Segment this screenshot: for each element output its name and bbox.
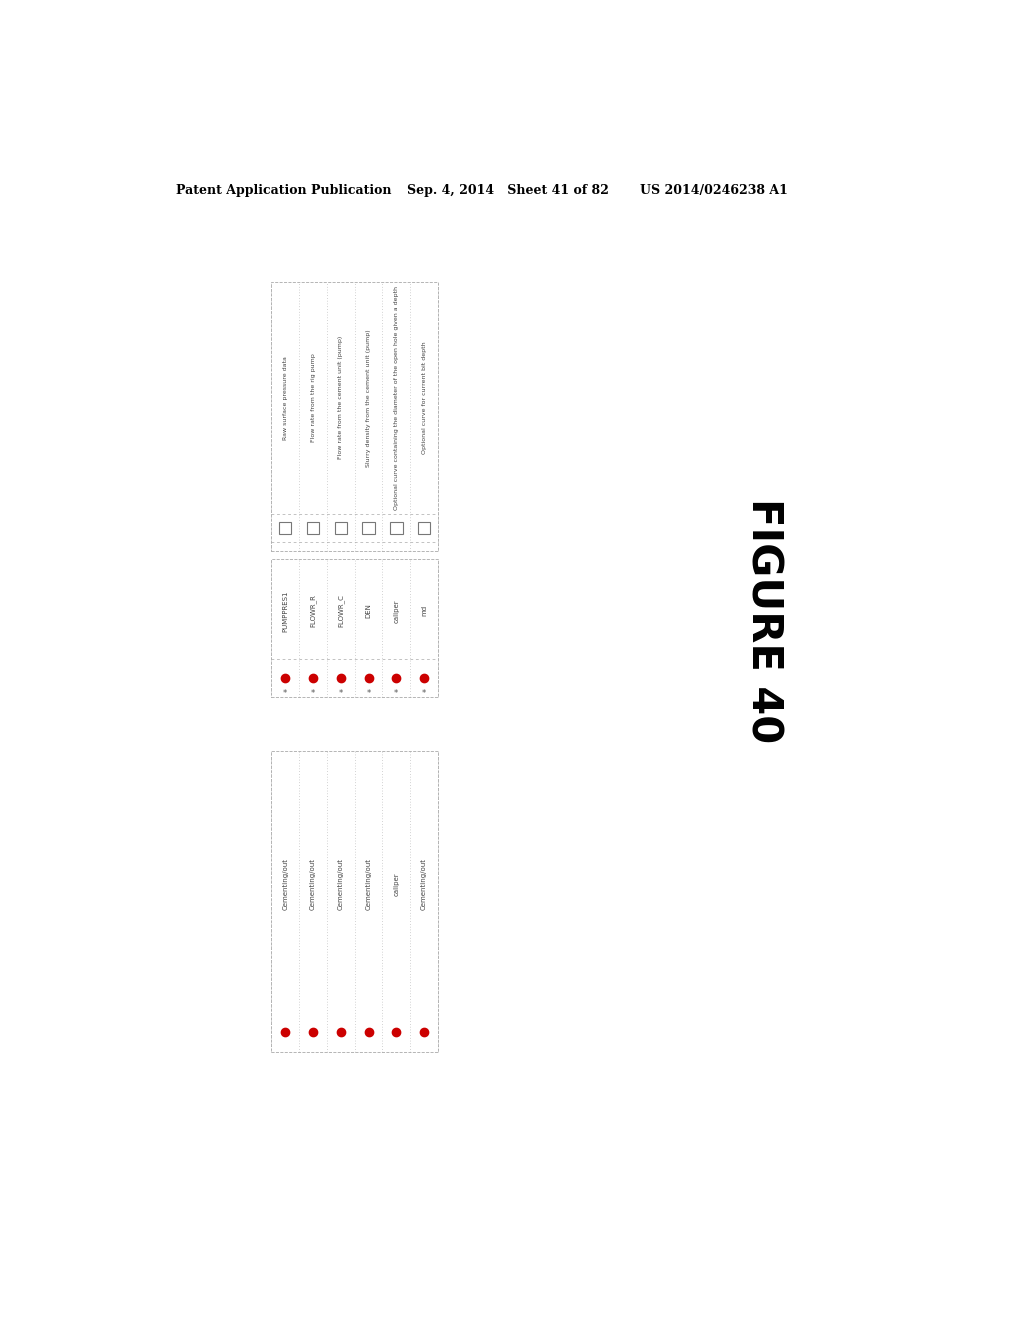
Text: FIGURE 40: FIGURE 40 [742,498,784,743]
Text: *: * [367,689,371,698]
Bar [271,281,438,552]
Text: Raw surface pressure data: Raw surface pressure data [283,356,288,440]
Text: *: * [339,689,343,698]
Text: Optional curve containing the diameter of the open hole given a depth: Optional curve containing the diameter o… [394,286,398,510]
Bar [390,521,402,535]
Text: caliper: caliper [393,599,399,623]
Text: Flow rate from the rig pump: Flow rate from the rig pump [310,354,315,442]
Text: caliper: caliper [393,873,399,896]
Text: md: md [421,605,427,616]
Text: Cementing/out: Cementing/out [283,858,289,909]
Text: *: * [283,689,288,698]
Text: Patent Application Publication: Patent Application Publication [176,185,391,197]
Text: DEN: DEN [366,603,372,618]
Bar [307,521,319,535]
Text: Optional curve for current bit depth: Optional curve for current bit depth [422,342,427,454]
Bar [362,521,375,535]
Text: US 2014/0246238 A1: US 2014/0246238 A1 [640,185,787,197]
Text: Cementing/out: Cementing/out [310,858,316,909]
Text: Flow rate from the cement unit (pump): Flow rate from the cement unit (pump) [338,337,343,459]
Text: *: * [311,689,315,698]
Text: PUMPPRES1: PUMPPRES1 [283,590,289,631]
Bar [271,751,438,1052]
Bar [271,558,438,697]
Text: FLOWR_R: FLOWR_R [309,594,316,627]
Text: Cementing/out: Cementing/out [421,858,427,909]
Text: *: * [422,689,426,698]
Bar [335,521,347,535]
Text: Cementing/out: Cementing/out [366,858,372,909]
Text: Cementing/out: Cementing/out [338,858,344,909]
Text: *: * [394,689,398,698]
Bar [418,521,430,535]
Bar [280,521,292,535]
Text: FLOWR_C: FLOWR_C [338,594,344,627]
Text: Slurry density from the cement unit (pump): Slurry density from the cement unit (pum… [366,329,371,467]
Text: Sep. 4, 2014   Sheet 41 of 82: Sep. 4, 2014 Sheet 41 of 82 [407,185,609,197]
